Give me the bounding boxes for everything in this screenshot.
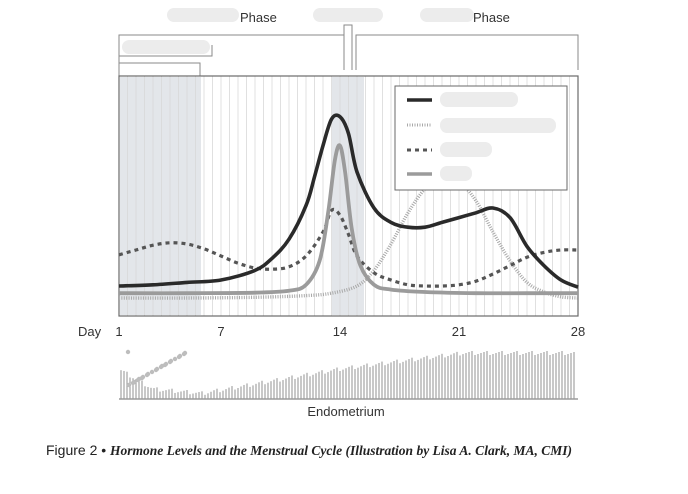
menses-shade bbox=[120, 77, 201, 315]
endometrium-label: Endometrium bbox=[307, 404, 384, 419]
redacted-label bbox=[167, 8, 239, 22]
x-tick-label: 7 bbox=[217, 324, 224, 339]
x-tick-label: 14 bbox=[333, 324, 347, 339]
ovulation-bracket bbox=[343, 24, 353, 70]
series-line-4 bbox=[118, 143, 578, 296]
endometrium-illustration bbox=[119, 349, 578, 400]
figure-number: Figure 2 • bbox=[46, 442, 107, 458]
figure-title: Hormone Levels and the Menstrual Cycle (… bbox=[110, 443, 572, 458]
x-tick-label: 1 bbox=[115, 324, 122, 339]
redacted-label bbox=[122, 40, 210, 54]
redacted-legend-label bbox=[440, 166, 472, 181]
phase-label-follicular: Phase bbox=[240, 10, 277, 25]
redacted-legend-label bbox=[440, 142, 492, 157]
plot-frame bbox=[118, 75, 579, 317]
x-tick-label: 28 bbox=[571, 324, 585, 339]
phase-brackets bbox=[118, 24, 579, 76]
figure-caption: Figure 2 • Hormone Levels and the Menstr… bbox=[46, 441, 646, 460]
luteal-bracket bbox=[355, 34, 579, 70]
menses-sub-bracket bbox=[118, 62, 201, 76]
redacted-label bbox=[313, 8, 383, 22]
phase-label-luteal: Phase bbox=[473, 10, 510, 25]
legend bbox=[394, 85, 568, 191]
series-line-1 bbox=[118, 113, 579, 289]
series-layer bbox=[118, 113, 579, 300]
x-tick-label: 21 bbox=[452, 324, 466, 339]
redacted-legend-label bbox=[440, 92, 518, 107]
redacted-legend-label bbox=[440, 118, 556, 133]
x-axis-prefix: Day bbox=[78, 324, 102, 339]
redacted-label bbox=[420, 8, 474, 22]
x-ticks: 1 7 14 21 28 bbox=[115, 324, 585, 339]
